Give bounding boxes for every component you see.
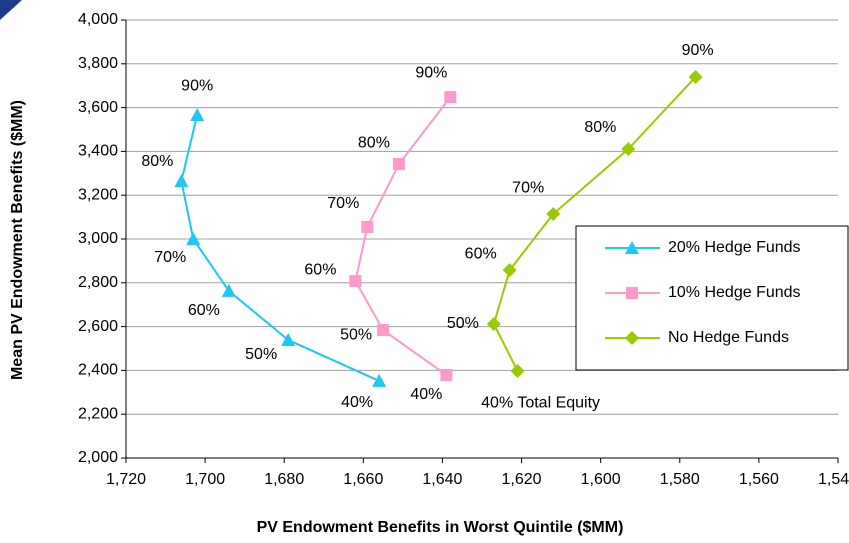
point-label: 40% Total Equity xyxy=(481,394,600,411)
y-tick-label: 3,600 xyxy=(78,99,118,116)
x-axis-title: PV Endowment Benefits in Worst Quintile … xyxy=(257,519,624,536)
point-label: 40% xyxy=(341,394,373,411)
y-tick-label: 2,400 xyxy=(78,362,118,379)
point-label: 70% xyxy=(154,249,186,266)
legend-label: 20% Hedge Funds xyxy=(668,239,801,256)
x-tick-label: 1,720 xyxy=(106,471,146,488)
marker xyxy=(546,207,561,222)
series-line xyxy=(354,96,452,376)
legend-label: 10% Hedge Funds xyxy=(668,284,801,301)
x-tick-label: 1,540 xyxy=(818,471,849,488)
point-label: 80% xyxy=(584,119,616,136)
point-label: 80% xyxy=(358,134,390,151)
x-tick-label: 1,640 xyxy=(422,471,462,488)
y-tick-label: 3,800 xyxy=(78,55,118,72)
x-tick-label: 1,620 xyxy=(502,471,542,488)
x-tick-label: 1,660 xyxy=(343,471,383,488)
y-tick-label: 2,800 xyxy=(78,274,118,291)
point-label: 90% xyxy=(181,77,213,94)
point-label: 60% xyxy=(188,302,220,319)
legend-marker xyxy=(625,331,639,345)
point-label: 70% xyxy=(327,195,359,212)
point-label: 60% xyxy=(465,245,497,262)
marker xyxy=(221,283,236,297)
marker xyxy=(440,368,453,381)
point-label: 70% xyxy=(512,179,544,196)
marker xyxy=(392,158,405,171)
marker xyxy=(190,108,205,122)
marker xyxy=(377,324,390,337)
point-label: 60% xyxy=(304,261,336,278)
legend-marker xyxy=(625,241,639,254)
legend-marker xyxy=(626,287,638,299)
marker xyxy=(372,373,387,387)
point-label: 50% xyxy=(340,326,372,343)
y-tick-label: 2,000 xyxy=(78,449,118,466)
point-label: 90% xyxy=(682,42,714,59)
y-axis-title: Mean PV Endowment Benefits ($MM) xyxy=(9,100,26,380)
marker xyxy=(349,275,362,288)
y-tick-label: 3,000 xyxy=(78,230,118,247)
y-tick-label: 3,400 xyxy=(78,143,118,160)
legend-box xyxy=(575,225,849,371)
marker xyxy=(281,332,296,346)
y-tick-label: 2,600 xyxy=(78,318,118,335)
marker xyxy=(502,263,517,278)
marker xyxy=(174,173,189,187)
marker xyxy=(444,91,457,104)
series-line xyxy=(492,76,697,372)
x-tick-label: 1,560 xyxy=(739,471,779,488)
y-tick-label: 3,200 xyxy=(78,186,118,203)
marker xyxy=(361,220,374,233)
point-label: 80% xyxy=(141,153,173,170)
corner-decoration xyxy=(0,0,22,20)
legend-label: No Hedge Funds xyxy=(668,329,789,346)
x-tick-label: 1,580 xyxy=(660,471,700,488)
marker xyxy=(486,316,501,331)
point-label: 40% xyxy=(410,386,442,403)
point-label: 90% xyxy=(415,64,447,81)
x-tick-label: 1,600 xyxy=(581,471,621,488)
marker xyxy=(688,69,703,84)
point-label: 50% xyxy=(447,315,479,332)
marker xyxy=(510,364,525,379)
marker xyxy=(621,141,636,156)
point-label: 50% xyxy=(245,346,277,363)
series-line xyxy=(180,114,380,382)
marker xyxy=(186,232,201,245)
y-tick-label: 4,000 xyxy=(78,11,118,28)
y-tick-label: 2,200 xyxy=(78,405,118,422)
x-tick-label: 1,700 xyxy=(185,471,225,488)
x-tick-label: 1,680 xyxy=(264,471,304,488)
